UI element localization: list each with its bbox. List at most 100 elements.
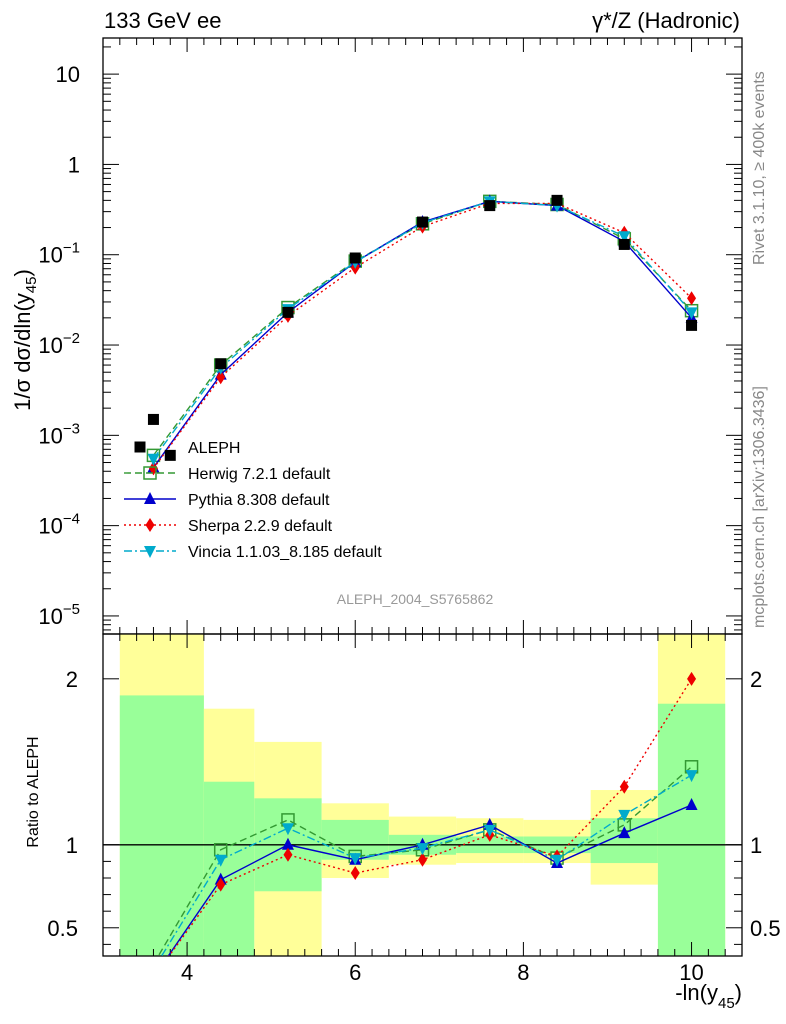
sherpa-ratio-point	[216, 877, 226, 892]
aleph-data-point	[147, 413, 159, 425]
green-band-1	[203, 781, 255, 956]
legend-label-vincia: Vincia 1.1.03_8.185 default	[188, 544, 382, 561]
green-band-0	[119, 695, 204, 956]
x-label-suffix: )	[735, 980, 742, 1005]
vincia-ratio-point	[416, 843, 429, 856]
y-label-sub: 45	[23, 276, 40, 293]
pythia-ratio-point	[618, 826, 631, 839]
aleph-data-point	[349, 252, 361, 264]
vincia-ratio-point	[214, 854, 227, 867]
legend-marker-sherpa	[145, 518, 155, 532]
x-tick-label: 8	[517, 960, 529, 985]
vincia-point	[147, 453, 160, 466]
vincia-line	[152, 200, 693, 460]
vincia-point	[685, 307, 698, 320]
title-left: 133 GeV ee	[104, 8, 221, 33]
x-tick-label: 6	[349, 960, 361, 985]
y-tick-label-base: 10	[38, 333, 62, 358]
aleph-data-point	[417, 216, 428, 228]
watermark: ALEPH_2004_S5765862	[337, 591, 494, 607]
legend-marker-herwig	[143, 466, 157, 480]
y-tick-label-main: 10−5	[38, 601, 80, 629]
ratio-bands	[119, 634, 726, 956]
y-axis-label-ratio: Ratio to ALEPH	[25, 736, 42, 847]
aleph-data-point	[618, 238, 630, 250]
sherpa-ratio-point	[687, 671, 697, 686]
y-tick-label-base: 1	[68, 152, 80, 177]
y-tick-label-ratio-right: 1	[750, 833, 762, 858]
y-tick-label-exp: −5	[63, 601, 80, 618]
ratio-series	[157, 671, 699, 956]
y-tick-label-main: 10−3	[38, 420, 80, 448]
sherpa-ratio-point	[619, 779, 629, 794]
aleph-data-point	[484, 200, 496, 212]
ratio-plot: 4 6 8 10 0.5 0.5 1 1 2 2	[47, 633, 781, 985]
y-tick-label-ratio-right: 2	[750, 667, 762, 692]
legend: ALEPH Herwig 7.2.1 default Pythia 8.308 de…	[124, 440, 382, 561]
sherpa-point	[687, 291, 697, 306]
legend-label-herwig: Herwig 7.2.1 default	[188, 466, 331, 483]
aleph-data-point	[551, 194, 563, 206]
x-axis-label: -ln(y45)	[675, 980, 742, 1012]
green-band-7	[590, 818, 658, 864]
y-axis-label-main: 1/σ dσ/dln(y45)	[10, 269, 40, 411]
vincia-ratio-point	[483, 824, 496, 837]
y-tick-label-ratio: 1	[66, 833, 78, 858]
herwig-line	[152, 200, 693, 456]
x-tick-label: 4	[181, 960, 193, 985]
y-tick-label-main: 10	[56, 62, 80, 87]
y-tick-label-base: 10	[38, 514, 62, 539]
legend-label-aleph: ALEPH	[188, 440, 240, 457]
sherpa-ratio-point	[350, 866, 360, 881]
vincia-ratio-point	[551, 854, 564, 867]
title-right: γ*/Z (Hadronic)	[592, 8, 740, 33]
x-tick-label: 10	[679, 960, 703, 985]
y-tick-label-exp: −1	[63, 240, 80, 257]
vincia-point	[618, 231, 631, 244]
x-label-prefix: -ln(y	[675, 980, 718, 1005]
aleph-data-point	[686, 319, 698, 331]
x-label-sub: 45	[718, 995, 735, 1012]
y-tick-label-main: 10−4	[38, 511, 80, 539]
y-tick-label-main: 1	[68, 152, 80, 177]
y-tick-label-ratio-right: 0.5	[750, 916, 781, 941]
vincia-ratio-point	[618, 809, 631, 822]
y-label-suffix: )	[10, 269, 35, 276]
sherpa-point	[216, 370, 226, 385]
main-series	[146, 194, 699, 476]
y-tick-label-exp: −3	[63, 420, 80, 437]
legend-label-pythia: Pythia 8.308 default	[188, 492, 330, 509]
vincia-ratio-point	[685, 770, 698, 783]
y-tick-label-exp: −2	[63, 330, 80, 347]
y-tick-label-main: 10−2	[38, 330, 80, 358]
aleph-data-point	[282, 306, 294, 318]
legend-marker-aleph	[134, 441, 146, 453]
sherpa-ratio-point	[418, 852, 427, 867]
vincia-ratio-point	[349, 853, 362, 866]
green-band-8	[657, 703, 726, 956]
side-text-bottom: mcplots.cern.ch [arXiv:1306.3436]	[751, 386, 768, 628]
y-tick-label-main: 10−1	[38, 240, 80, 268]
y-label-prefix: 1/σ dσ/dln(y	[10, 293, 35, 411]
pythia-line	[152, 200, 693, 468]
y-tick-label-base: 10	[56, 62, 80, 87]
sherpa-line	[152, 202, 693, 469]
side-text-top: Rivet 3.1.10, ≥ 400k events	[751, 71, 768, 265]
herwig-ratio-line	[157, 766, 693, 956]
pythia-ratio-point	[685, 797, 698, 810]
y-tick-label-base: 10	[38, 243, 62, 268]
vincia-ratio-point	[281, 823, 294, 836]
y-tick-label-base: 10	[38, 423, 62, 448]
y-tick-label-ratio: 2	[66, 667, 78, 692]
legend-marker-vincia	[144, 546, 156, 558]
aleph-data-point	[215, 358, 227, 370]
sherpa-ratio-point	[283, 847, 293, 862]
y-tick-label-exp: −4	[63, 511, 80, 528]
aleph-data-point	[164, 449, 176, 461]
legend-marker-pythia	[144, 492, 156, 504]
pythia-ratio-point	[281, 837, 294, 850]
y-tick-label-base: 10	[38, 604, 62, 629]
y-tick-label-ratio: 0.5	[47, 916, 78, 941]
